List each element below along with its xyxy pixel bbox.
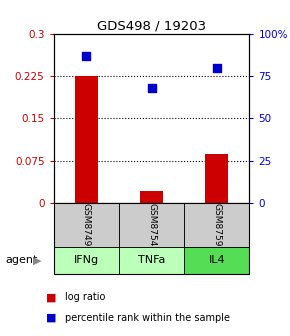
Text: TNFa: TNFa [138,255,165,265]
Text: IL4: IL4 [209,255,225,265]
Bar [140,191,163,203]
Text: GSM8749: GSM8749 [82,204,91,247]
Text: GSM8759: GSM8759 [212,203,221,247]
Bar [205,154,228,203]
Text: ■: ■ [46,292,57,302]
Point [149,85,154,91]
Point [214,65,219,70]
Text: ■: ■ [46,312,57,323]
Text: IFNg: IFNg [74,255,99,265]
Text: ▶: ▶ [33,255,42,265]
Point [84,53,89,58]
Bar [75,76,98,203]
Text: percentile rank within the sample: percentile rank within the sample [65,312,230,323]
Text: log ratio: log ratio [65,292,106,302]
Text: GSM8754: GSM8754 [147,204,156,247]
Text: agent: agent [6,255,38,265]
Title: GDS498 / 19203: GDS498 / 19203 [97,19,206,33]
